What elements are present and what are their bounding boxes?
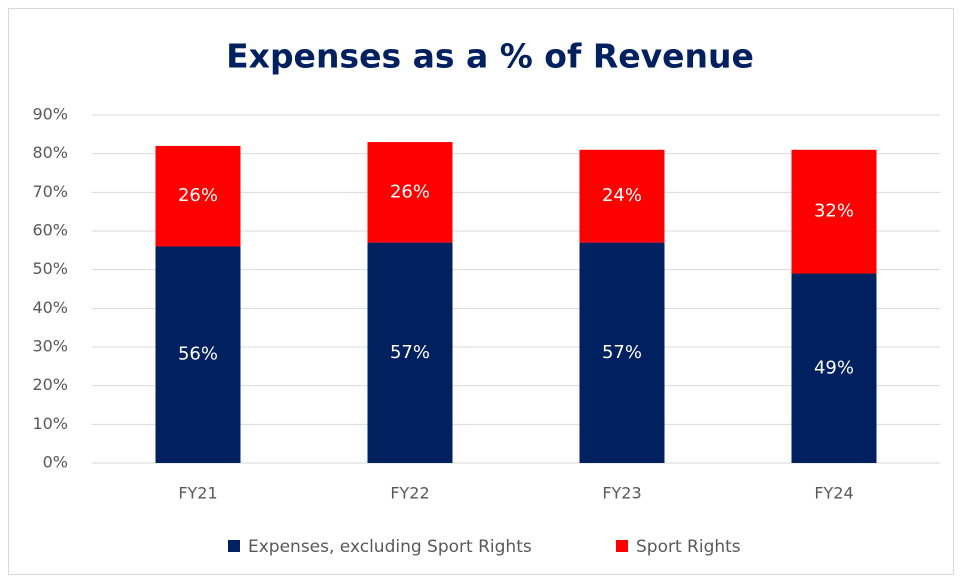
bar-segment [367, 142, 453, 243]
x-tick-label: FY24 [814, 484, 853, 503]
y-tick-label: 90% [32, 105, 68, 124]
data-label: 56% [178, 344, 218, 365]
data-label: 57% [390, 342, 430, 363]
bar-segment [579, 242, 665, 463]
legend-swatch [616, 540, 628, 552]
x-tick-label: FY22 [390, 484, 429, 503]
y-tick-label: 80% [32, 143, 68, 162]
data-label: 24% [602, 185, 642, 206]
y-tick-label: 30% [32, 337, 68, 356]
data-label: 49% [814, 357, 854, 378]
legend-label: Sport Rights [636, 537, 741, 557]
bar-segment [155, 145, 241, 247]
bar-segment [791, 149, 877, 274]
legend-label: Expenses, excluding Sport Rights [248, 537, 532, 557]
data-label: 57% [602, 342, 642, 363]
y-tick-label: 10% [32, 414, 68, 433]
data-label: 26% [178, 185, 218, 206]
legend-swatch [228, 540, 240, 552]
chart-title: Expenses as a % of Revenue [226, 37, 754, 76]
data-label: 32% [814, 201, 854, 222]
data-label: 26% [390, 181, 430, 202]
y-tick-label: 60% [32, 221, 68, 240]
x-tick-label: FY21 [178, 484, 217, 503]
y-tick-label: 70% [32, 182, 68, 201]
bar-segment [155, 246, 241, 463]
x-tick-label: FY23 [602, 484, 641, 503]
bar-segment [791, 273, 877, 463]
y-tick-label: 0% [43, 453, 68, 472]
bar-segment [367, 242, 453, 463]
y-tick-label: 50% [32, 259, 68, 278]
y-tick-label: 20% [32, 375, 68, 394]
bar-segment [579, 149, 665, 243]
y-tick-label: 40% [32, 298, 68, 317]
